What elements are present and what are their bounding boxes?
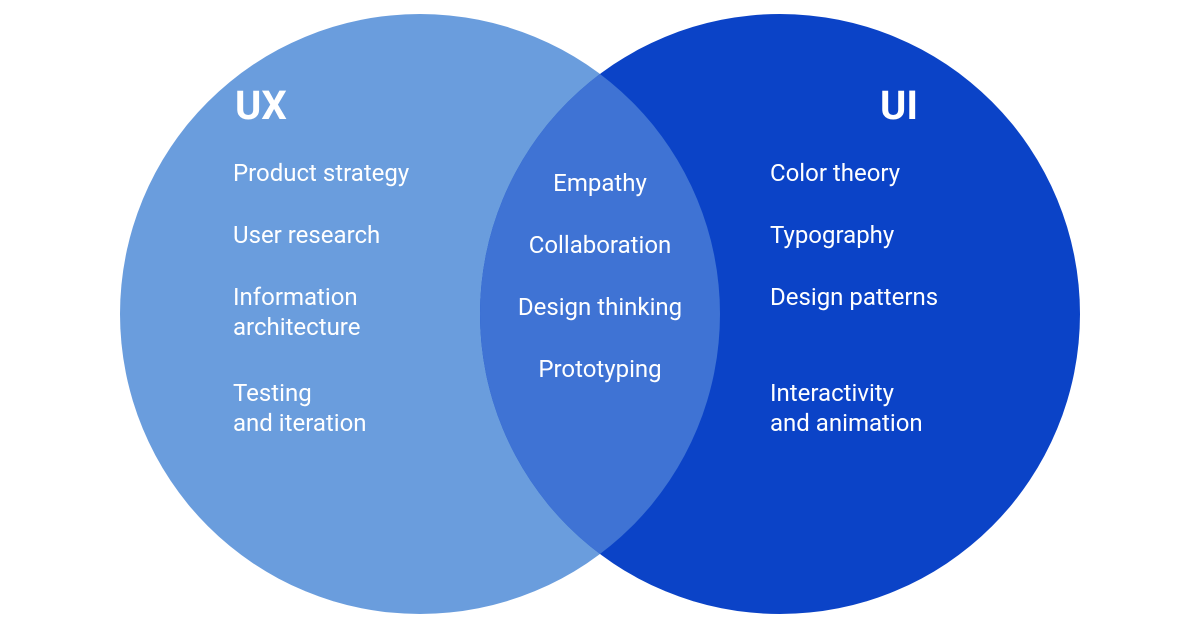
venn-item: Typography (770, 220, 894, 250)
venn-diagram: UX UI Product strategy User research Infor… (0, 0, 1200, 628)
venn-item: Design thinking (518, 292, 682, 322)
venn-item: Collaboration (529, 230, 672, 260)
venn-item: Interactivityand animation (770, 378, 923, 438)
venn-item: Testingand iteration (233, 378, 367, 438)
venn-item: User research (233, 220, 380, 250)
venn-item: Product strategy (233, 158, 409, 188)
venn-item: Color theory (770, 158, 900, 188)
venn-left-title: UX (235, 82, 287, 129)
venn-item: Informationarchitecture (233, 282, 360, 342)
venn-item: Design patterns (770, 282, 938, 312)
venn-item: Prototyping (538, 354, 661, 384)
venn-item: Empathy (553, 168, 647, 198)
venn-right-title: UI (880, 82, 918, 129)
